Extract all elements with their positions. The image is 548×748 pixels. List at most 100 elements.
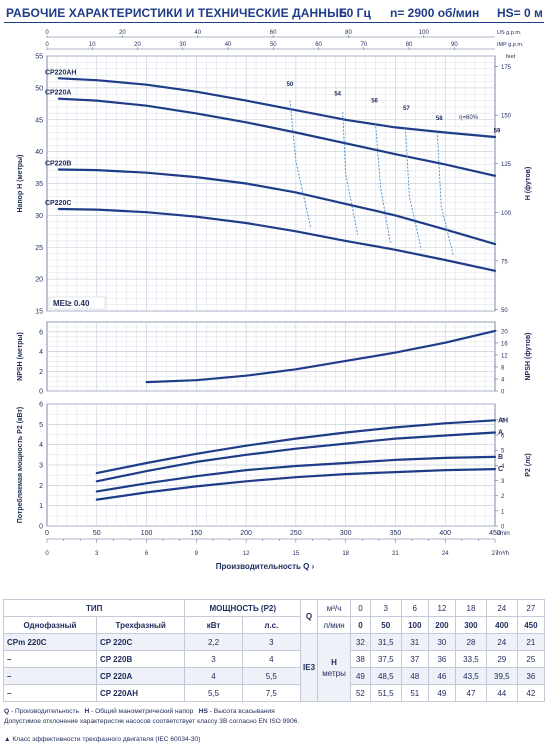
h-cell: 37 [400,650,429,668]
type-header: ТИП [2,599,186,617]
hp-cell: 4 [241,650,302,668]
top-usgpm-tick: 60 [270,30,277,36]
h-cell: 24 [485,633,518,651]
y-tick-label: 0 [39,389,43,396]
mei-badge [48,296,106,310]
top-impgpm-tick: 40 [225,42,232,48]
q-lmin-cell: 400 [485,616,518,634]
h-cell: 25 [516,650,546,668]
h-cell: 42 [516,684,546,702]
h-cell: 38 [350,650,371,668]
y-right-tick-label: 0 [501,525,505,531]
table-row: – CP 220A 4 5,5 49 48,5 48 46 43,5 39,5 … [3,667,546,685]
h-cell: 32 [350,633,371,651]
y-right-tick-label: 125 [501,162,512,168]
x-tick-lmin: 450 [489,530,501,537]
ie-text: IE3 [303,663,316,672]
top-impgpm-tick: 30 [179,42,186,48]
y-tick-label: 5 [39,422,43,429]
three-model: CP 220AH [95,684,186,702]
top-impgpm-tick: 10 [89,42,96,48]
y-right-tick-label: 4 [501,377,505,383]
x-tick-m3h: 3 [95,551,99,557]
q-m3h-cell: 27 [516,599,546,617]
kw-cell: 4 [184,667,243,685]
hp-header: л.с. [241,616,302,634]
x-tick-lmin: 0 [45,530,49,537]
y-tick-label: 0 [39,524,43,531]
kw-cell: 2,2 [184,633,243,651]
y-tick-label: 25 [35,245,43,252]
h-label: H [331,657,337,667]
single-model: – [3,667,97,685]
y-right-tick-label: 3 [501,479,505,485]
h-label-cell: H метры [317,633,352,702]
curve-power-0 [95,419,497,475]
series-label: B [498,454,503,461]
curve-power-1 [95,431,497,483]
efficiency-unit-label: η=60% [459,115,479,121]
efficiency-label: 57 [403,106,410,112]
y-right-tick-label: 100 [501,211,512,217]
x-tick-lmin: 50 [93,530,101,537]
x-tick-m3h: 12 [243,551,250,557]
kw-cell: 5,5 [184,684,243,702]
h-cell: 52 [350,684,371,702]
x-tick-lmin: 350 [390,530,402,537]
y-right-tick-label: 2 [501,494,505,500]
legend-line: Q - Производительность H - Общий маномет… [4,707,299,717]
y-tick-label: 4 [39,442,43,449]
y-right-tick-label: 6 [501,434,505,440]
x-tick-lmin: 200 [240,530,252,537]
h-cell: 36 [516,667,546,685]
q-unit-m3h: м³/ч [317,599,352,617]
table-row: CPm 220C CP 220C 2,2 3 IE3 H метры 32 31… [3,633,546,702]
frequency-label: 50 Гц [340,6,371,20]
q-lmin-cell: 200 [427,616,457,634]
h-cell: 43,5 [455,667,487,685]
h-cell: 29 [485,650,518,668]
y-tick-label: 3 [39,463,43,470]
q-lmin-cell: 450 [516,616,546,634]
efficiency-curve [375,122,391,245]
table-row: – CP 220AH 5,5 7,5 52 51,5 51 49 47 44 4… [3,684,546,702]
y-right-tick-label: 1 [501,509,505,515]
y-axis-label: NPSH (метры) [17,332,24,381]
top-impgpm-tick: 0 [45,42,49,48]
top-impgpm-tick: 70 [360,42,367,48]
mei-annotation: MEI≥ 0.40 [53,299,90,308]
top-impgpm-tick: 60 [315,42,322,48]
h-cell: 51 [400,684,429,702]
y-tick-label: 2 [39,369,43,376]
h-cell: 46 [427,667,457,685]
y-tick-label: 6 [39,329,43,336]
legend-h-key: H [84,708,90,715]
y-right-tick-label: 75 [501,259,508,265]
y-tick-label: 4 [39,349,43,356]
top-usgpm-tick: 40 [194,30,201,36]
h-unit: метры [322,668,346,678]
y-right-tick-label: 0 [501,390,505,396]
kw-cell: 3 [184,650,243,668]
q-lmin-cell: 300 [455,616,487,634]
three-model: CP 220B [95,650,186,668]
single-model: – [3,684,97,702]
y-tick-label: 35 [35,181,43,188]
curve-power-2 [95,455,497,493]
legend-q: - Производительность [10,708,80,715]
efficiency-class-text: Класс эффективности трехфазного двигател… [12,736,201,743]
x-tick-lmin: 150 [190,530,202,537]
curve-head-0 [57,77,497,139]
x-tick-m3h: 9 [195,551,199,557]
h-cell: 31 [400,633,429,651]
performance-chart: 1520253035404550555075100125150175Напор … [16,30,532,571]
efficiency-label: 56 [371,99,378,105]
y-axis-label-right: NPSH (футов) [525,333,532,381]
h-cell: 31,5 [369,633,402,651]
efficiency-curve [404,127,422,250]
h-cell: 37,5 [369,650,402,668]
h-cell: 49 [350,667,371,685]
x-tick-lmin: 300 [340,530,352,537]
x-unit-m3h: m³/h [497,551,509,557]
y-right-tick-label: 16 [501,341,508,347]
